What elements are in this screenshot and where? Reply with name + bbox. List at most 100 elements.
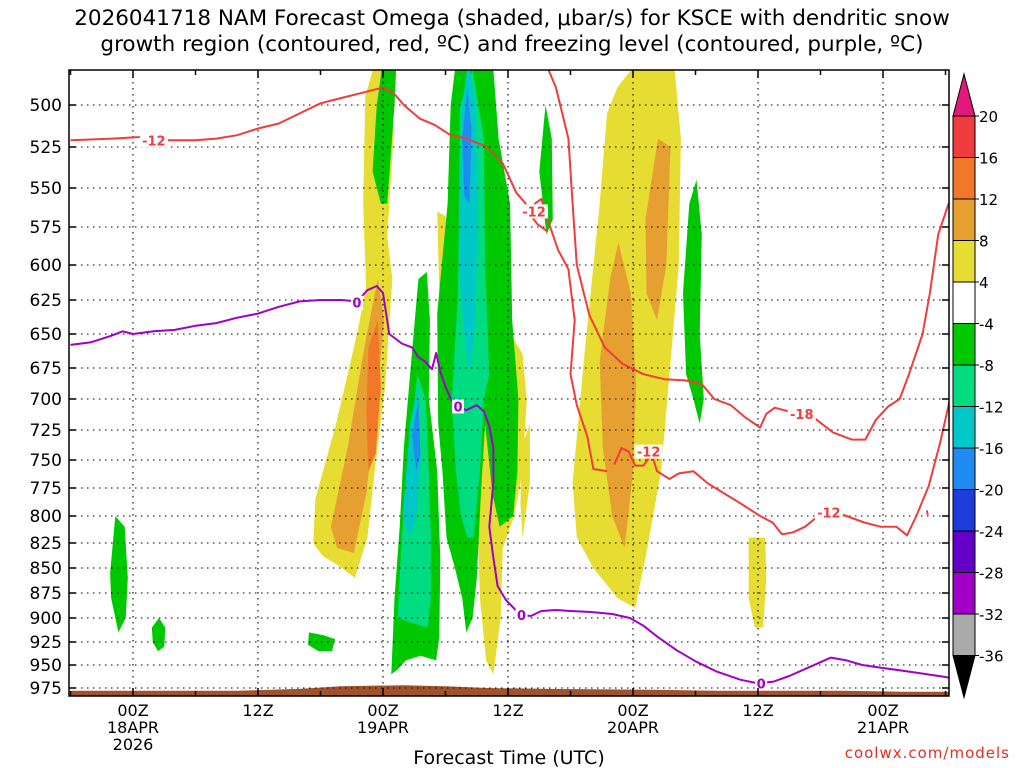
contour-layer: -12 -12 -12 -18 -12 0 0 0 0: [70, 70, 949, 692]
contour-label-bg: [787, 406, 816, 421]
y-tick-label: 825: [30, 534, 62, 554]
y-tick-label: 925: [30, 633, 62, 653]
x-tick-label: 20APR: [607, 718, 659, 737]
contour-label-bg: [634, 444, 663, 459]
contour-label: -18: [790, 408, 814, 423]
grid-layer: [69, 70, 949, 696]
y-tick-label: 600: [30, 256, 62, 276]
omega-neg-early-18apr: [110, 516, 128, 633]
contour-label: 0: [517, 609, 526, 624]
colorbar-label: -16: [979, 440, 1004, 458]
plot-frame: [68, 69, 950, 697]
contour-label: 0: [352, 297, 361, 312]
y-tick-label: 675: [30, 359, 62, 379]
contour-label: 0: [453, 400, 462, 415]
colorbar-label: 8: [979, 233, 989, 251]
colorbar-label: -32: [979, 606, 1004, 624]
freezing-level-0c: [70, 285, 949, 685]
x-tick-label: 00Z: [367, 701, 398, 720]
contour-label-bg: [452, 399, 465, 414]
y-tick-label: 850: [30, 559, 62, 579]
x-tick-label: 12Z: [492, 701, 523, 720]
chart-title: 2026041718 NAM Forecast Omega (shaded, μ…: [0, 6, 1024, 58]
omega-neg-blob-18apr: [151, 618, 166, 652]
contour-label-bg: [139, 133, 168, 148]
omega-neg-small-upper: [539, 105, 553, 235]
x-tick-label: 00Z: [117, 701, 148, 720]
colorbar-label: 4: [979, 274, 989, 292]
contour-minus18-upper: [547, 70, 949, 441]
contour-label-bg: [755, 676, 768, 691]
contour-label: -12: [522, 205, 546, 220]
colorbar-swatch: [952, 613, 976, 656]
contour-minus12-main: [70, 86, 531, 215]
y-tick-label: 650: [30, 325, 62, 345]
x-tick-label: 12Z: [242, 701, 273, 720]
omega-pos12-core-19apr: [366, 320, 381, 472]
y-tick-label: 500: [30, 96, 62, 116]
x-tick-label: 19APR: [357, 718, 409, 737]
colorbar-label: -12: [979, 399, 1004, 417]
omega-pos-thin2-19apr: [520, 423, 530, 538]
y-tick-label: 550: [30, 179, 62, 199]
omega-neg-upper-19apr: [372, 70, 397, 204]
omega-neg-narrow-20apr: [683, 179, 704, 424]
contour-label: 0: [757, 677, 766, 692]
y-tick-label: 575: [30, 218, 62, 238]
contour-minus12-loop-a: [528, 197, 608, 473]
terrain-ground: [70, 685, 949, 696]
omega-neg16-core-19apr: [462, 87, 472, 204]
x-tick-label: 2026: [113, 735, 154, 754]
contour-label: -12: [817, 507, 841, 522]
colorbar-label: -24: [979, 523, 1004, 541]
x-axis-title: Forecast Time (UTC): [413, 747, 604, 768]
omega-neg16-column-19apr: [412, 399, 421, 472]
colorbar-label: -28: [979, 565, 1004, 583]
omega-shading-layer: [69, 70, 949, 696]
colorbar-label: -4: [979, 316, 994, 334]
colorbar-swatch: [952, 447, 976, 490]
x-tick-label: 12Z: [742, 701, 773, 720]
contour-label-bg: [814, 505, 843, 520]
omega-pos8-band-20apr: [599, 242, 637, 548]
contour-label-bg: [520, 204, 549, 219]
omega-pos-small-21apr: [748, 537, 767, 628]
contour-minus12-dash: [925, 510, 929, 516]
colorbar-label: 16: [979, 150, 998, 168]
colorbar-label: -36: [979, 648, 1004, 666]
colorbar-swatch: [952, 240, 976, 283]
title-line-2: growth region (contoured, red, ºC) and f…: [100, 32, 924, 57]
colorbar-swatch: [952, 281, 976, 324]
colorbar-swatch: [952, 364, 976, 407]
y-tick-label: 975: [30, 679, 62, 699]
credit-text: coolwx.com/models: [844, 744, 1010, 762]
colorbar-swatch: [952, 115, 976, 158]
y-tick-label: 800: [30, 507, 62, 527]
colorbar-label: 20: [979, 108, 998, 126]
colorbar-swatch: [952, 406, 976, 449]
contour-label-bg: [350, 295, 363, 310]
title-line-1: 2026041718 NAM Forecast Omega (shaded, μ…: [74, 6, 950, 31]
colorbar: 20 16 12 8 4 -4 -8 -12 -16 -20 -24 -28 -32 -36: [952, 72, 1004, 700]
y-tick-label: 525: [30, 138, 62, 158]
colorbar-swatch: [952, 530, 976, 573]
y-tick-label: 750: [30, 451, 62, 471]
y-tick-label: 775: [30, 479, 62, 499]
colorbar-swatch: [952, 157, 976, 200]
omega-pos8-upper-20apr: [645, 138, 671, 321]
y-tick-label: 900: [30, 609, 62, 629]
y-tick-label: 725: [30, 421, 62, 441]
y-tick-label: 700: [30, 390, 62, 410]
x-tick-label: 00Z: [867, 701, 898, 720]
contour-label-bg: [515, 608, 528, 622]
x-tick-label: 21APR: [857, 718, 909, 737]
colorbar-label: 12: [979, 191, 998, 209]
colorbar-label: -20: [979, 482, 1004, 500]
colorbar-under-arrow: [952, 655, 976, 700]
colorbar-swatch: [952, 489, 976, 532]
colorbar-label: -8: [979, 357, 994, 375]
axes-layer: 500 525 550 575 600 625 650 675 700 725 750 775 800 8…: [30, 69, 950, 754]
y-tick-label: 875: [30, 584, 62, 604]
contour-label: -12: [142, 134, 166, 149]
